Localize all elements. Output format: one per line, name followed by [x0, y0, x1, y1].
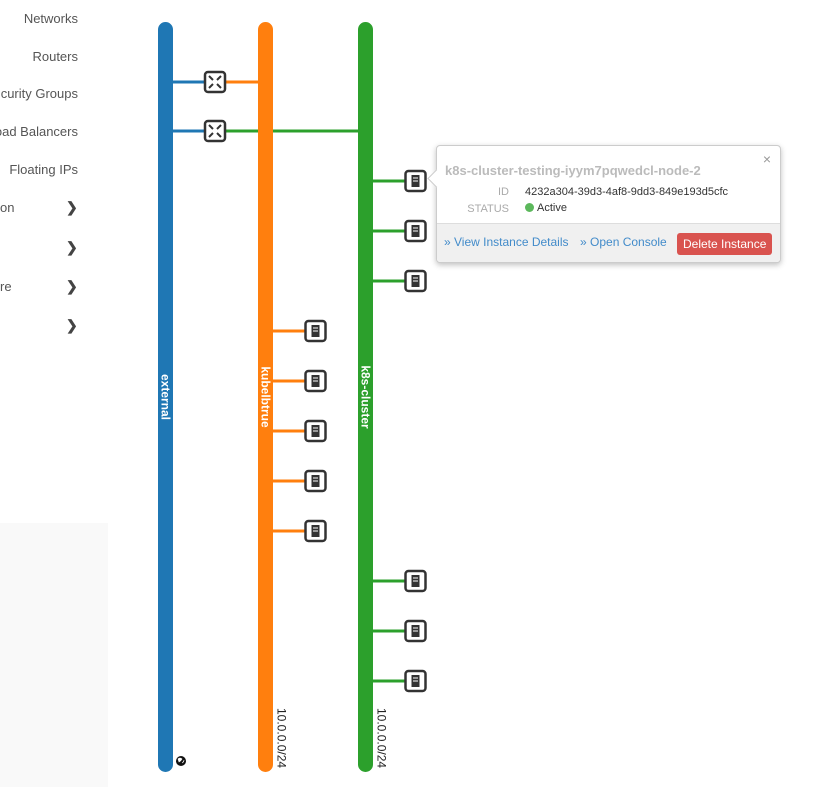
- popup-actions: » View Instance Details » Open Console D…: [437, 223, 780, 262]
- nav-floating-ips[interactable]: Floating IPs: [9, 162, 78, 177]
- id-value: 4232a304-39d3-4af8-9dd3-849e193d5cfc: [525, 186, 729, 198]
- router-icon[interactable]: [203, 119, 227, 143]
- instance-icon[interactable]: [404, 269, 427, 293]
- network-cidr: 10.0.0.0/24: [375, 708, 389, 768]
- popup-title: k8s-cluster-testing-iyym7pqwedcl-node-2: [445, 163, 701, 178]
- sidebar-footer-panel: [0, 523, 108, 787]
- network-external[interactable]: external: [158, 22, 173, 772]
- instance-icon[interactable]: [304, 519, 327, 543]
- close-icon[interactable]: ×: [762, 151, 771, 167]
- network-cidr: 10.0.0.0/24: [275, 708, 289, 768]
- status-dot-icon: [525, 203, 534, 212]
- chevron-right-icon[interactable]: ❯: [66, 317, 78, 333]
- status-value: Active: [525, 202, 567, 214]
- network-bar[interactable]: [258, 22, 273, 772]
- instance-icon[interactable]: [404, 219, 427, 243]
- network-name: k8s-cluster: [359, 365, 373, 429]
- status-text: Active: [537, 202, 567, 214]
- chevron-right-icon[interactable]: ❯: [66, 278, 78, 294]
- network-bar[interactable]: [358, 22, 373, 772]
- nav-section-3[interactable]: re: [0, 279, 12, 294]
- instance-icon[interactable]: [404, 619, 427, 643]
- globe-icon: [176, 756, 186, 766]
- instance-icon[interactable]: [304, 419, 327, 443]
- instance-icon[interactable]: [304, 319, 327, 343]
- router-icon[interactable]: [203, 70, 227, 94]
- nav-networks[interactable]: Networks: [23, 11, 78, 26]
- instance-icon[interactable]: [304, 369, 327, 393]
- nav-security-groups[interactable]: curity Groups: [0, 86, 78, 101]
- network-name: external: [159, 374, 173, 420]
- network-bar[interactable]: [158, 22, 173, 772]
- open-console-link[interactable]: » Open Console: [580, 235, 667, 249]
- nav-routers[interactable]: Routers: [32, 49, 78, 64]
- delete-instance-button[interactable]: Delete Instance: [677, 233, 773, 255]
- chevron-right-icon[interactable]: ❯: [66, 239, 78, 255]
- network-kubelbtrue[interactable]: kubelbtrue 10.0.0.0/24: [258, 22, 289, 772]
- id-label: ID: [498, 186, 509, 198]
- network-k8s-cluster[interactable]: k8s-cluster 10.0.0.0/24: [358, 22, 389, 772]
- nav-load-balancers[interactable]: oad Balancers: [0, 124, 78, 139]
- instance-icon[interactable]: [404, 669, 427, 693]
- instance-icon[interactable]: [404, 569, 427, 593]
- instance-popup: k8s-cluster-testing-iyym7pqwedcl-node-2 …: [427, 145, 781, 263]
- instance-icon[interactable]: [304, 469, 327, 493]
- view-instance-details-link[interactable]: » View Instance Details: [444, 235, 569, 249]
- instance-icon[interactable]: [404, 169, 427, 193]
- network-name: kubelbtrue: [259, 366, 273, 428]
- nav-section-1[interactable]: on: [0, 200, 15, 215]
- status-label: STATUS: [467, 203, 509, 215]
- chevron-right-icon[interactable]: ❯: [66, 199, 78, 215]
